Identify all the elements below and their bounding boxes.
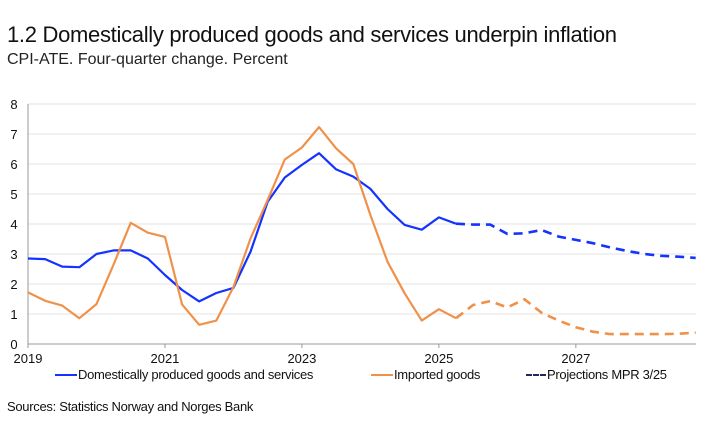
y-tick-label: 7 — [10, 127, 17, 142]
legend-label-domestic: Domestically produced goods and services — [78, 367, 314, 382]
series-projection-imported — [455, 297, 696, 336]
legend-item-domestic: Domestically produced goods and services — [55, 367, 313, 382]
y-tick-label: 2 — [10, 277, 17, 292]
x-tick-label: 2019 — [14, 351, 43, 366]
chart-subtitle: CPI-ATE. Four-quarter change. Percent — [7, 51, 288, 68]
y-tick-label: 5 — [10, 187, 17, 202]
x-tick-label: 2021 — [150, 351, 179, 366]
chart-title: 1.2 Domestically produced goods and serv… — [7, 22, 617, 47]
legend-swatch-domestic — [55, 373, 77, 376]
y-tick-label: 3 — [10, 247, 17, 262]
series-line-domestic — [27, 152, 457, 303]
legend-label-imported: Imported goods — [394, 367, 481, 382]
source-note: Sources: Statistics Norway and Norges Ba… — [7, 399, 254, 414]
y-tick-label: 4 — [10, 217, 17, 232]
series-line-imported — [27, 125, 457, 326]
y-tick-label: 1 — [10, 307, 17, 322]
y-tick-label: 6 — [10, 157, 17, 172]
y-tick-label: 0 — [10, 337, 17, 352]
legend-label-projections: Projections MPR 3/25 — [547, 367, 667, 382]
x-tick-label: 2023 — [287, 351, 316, 366]
legend-item-projections: Projections MPR 3/25 — [526, 367, 667, 382]
series-projection-domestic — [455, 222, 696, 260]
x-tick-label: 2027 — [561, 351, 590, 366]
x-tick-label: 2025 — [424, 351, 453, 366]
legend-item-imported: Imported goods — [371, 367, 480, 382]
y-tick-label: 8 — [10, 97, 17, 112]
legend-swatch-projections — [526, 373, 546, 376]
legend-swatch-imported — [371, 373, 393, 376]
